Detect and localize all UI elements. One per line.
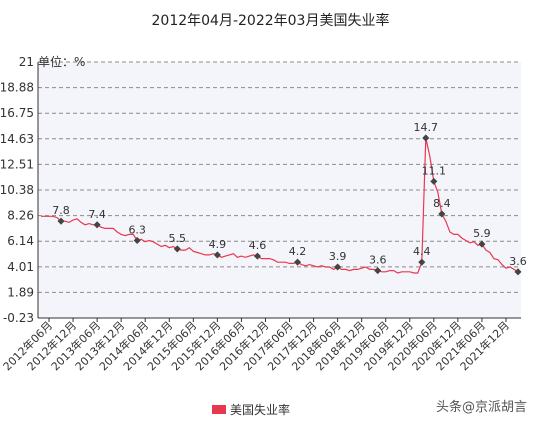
unit-label: 单位：% [38,54,85,69]
chart-title: 2012年04月-2022年03月美国失业率 [151,13,390,29]
data-label: 3.6 [369,254,387,267]
watermark: 头条@京派胡言 [435,400,527,415]
data-label: 3.9 [329,250,347,263]
legend[interactable]: 美国失业率 [212,401,290,418]
marker-layer [57,134,522,276]
data-label: 6.3 [128,223,146,236]
series-line-us-unemployment [41,137,519,274]
y-tick-label: 8.26 [7,209,34,223]
y-tick-label: 18.88 [0,81,34,95]
data-point-marker [253,252,261,260]
data-label: 3.6 [509,255,527,268]
data-point-marker [133,236,141,244]
data-point-marker [422,134,430,142]
data-label: 4.9 [209,238,227,251]
y-tick-label: 10.38 [0,183,34,197]
data-point-marker [294,258,302,266]
data-label: 11.1 [422,164,447,177]
data-label: 5.5 [169,232,187,245]
data-label-layer: 7.8 7.4 6.3 5.5 4.9 4.6 4.2 3.9 3.6 4.4 14.7 11.1 8.… [52,121,526,268]
data-point-marker [334,263,342,271]
y-tick-label: 1.89 [7,285,34,299]
data-label: 4.6 [249,239,267,252]
data-point-marker [514,268,522,276]
data-label: 5.9 [473,227,491,240]
data-point-marker [93,221,101,229]
data-label: 7.8 [52,204,70,217]
y-tick-labels: -0.23 1.89 4.01 6.14 8.26 10.38 12.51 14.63 16.7… [0,54,85,325]
legend-label: 美国失业率 [230,403,291,417]
data-point-marker [374,267,382,275]
grid-layer [38,61,521,318]
y-tick-label: 12.51 [0,157,34,171]
legend-swatch [212,405,226,414]
x-tick-labels: 2012年06月2012年12月2013年06月2013年12月2014年06月… [0,318,512,373]
y-tick-label: 16.75 [0,106,34,120]
line-layer [41,137,519,274]
data-point-marker [438,210,446,218]
y-tick-label: 6.14 [7,234,34,248]
data-point-marker [478,240,486,248]
y-tick-label: -0.23 [3,311,34,325]
data-label: 8.4 [433,197,451,210]
data-point-marker [418,258,426,266]
data-label: 14.7 [414,121,439,134]
data-point-marker [57,217,65,225]
y-tick-label: 21 [19,55,34,69]
y-tick-label: 14.63 [0,132,34,146]
data-point-marker [173,245,181,253]
y-tick-label: 4.01 [7,260,34,274]
data-label: 7.4 [88,208,106,221]
data-label: 4.2 [289,245,307,258]
data-point-marker [430,177,438,185]
axis-layer [37,62,521,322]
data-label: 4.4 [413,245,431,258]
